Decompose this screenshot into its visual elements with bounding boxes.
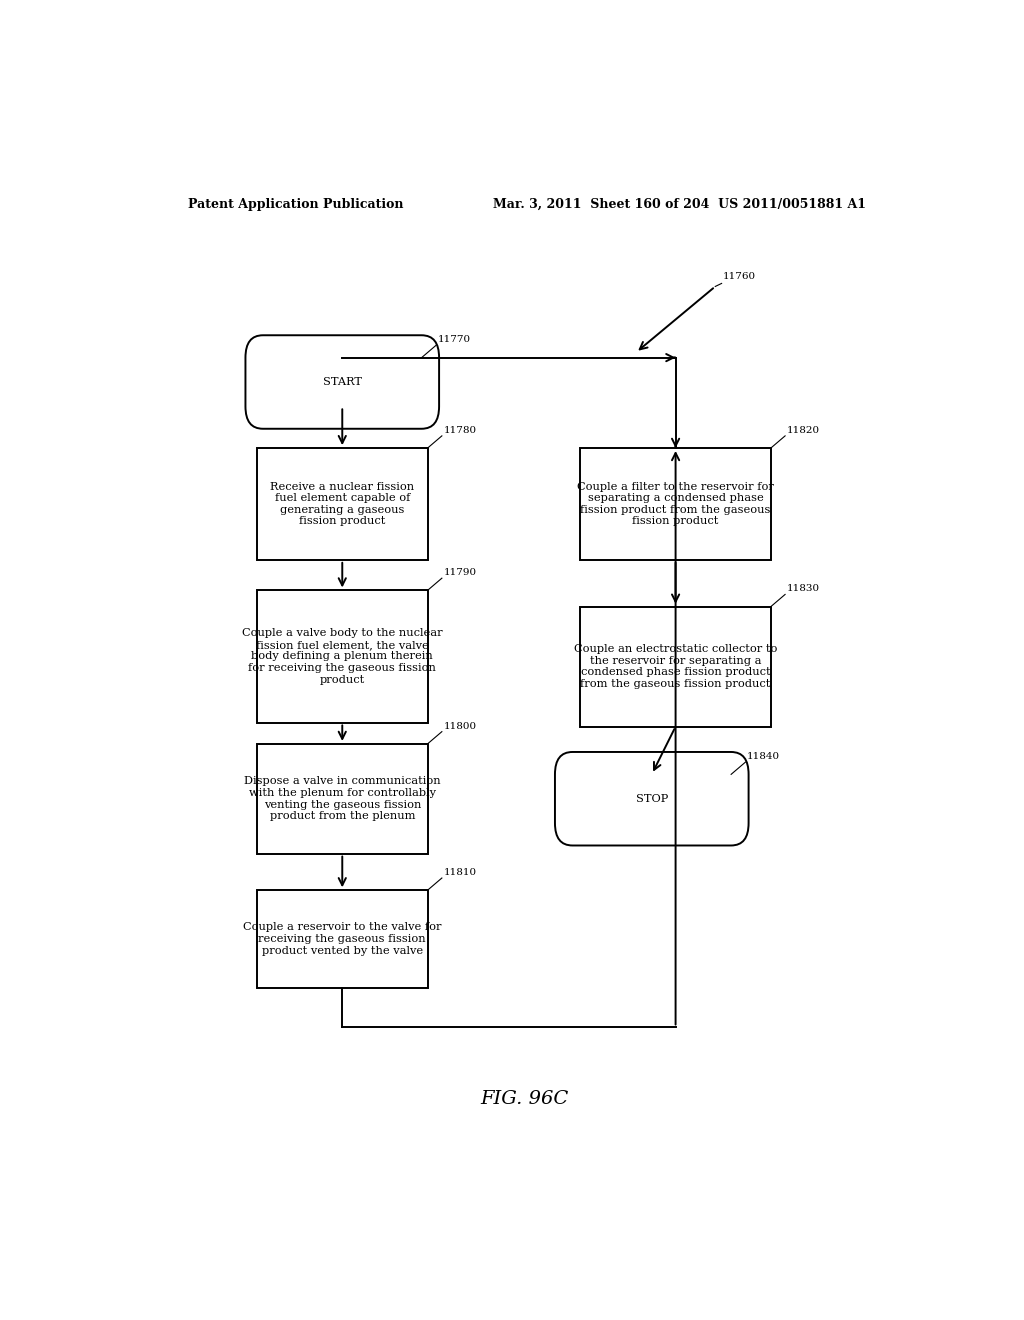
Text: Couple a filter to the reservoir for
separating a condensed phase
fission produc: Couple a filter to the reservoir for sep… bbox=[578, 482, 774, 527]
Bar bbox=[581, 607, 771, 726]
Bar bbox=[581, 447, 771, 560]
Bar bbox=[257, 590, 428, 722]
FancyBboxPatch shape bbox=[555, 752, 749, 846]
Text: Patent Application Publication: Patent Application Publication bbox=[187, 198, 403, 211]
Text: Mar. 3, 2011  Sheet 160 of 204  US 2011/0051881 A1: Mar. 3, 2011 Sheet 160 of 204 US 2011/00… bbox=[493, 198, 866, 211]
Text: 11820: 11820 bbox=[786, 426, 820, 434]
FancyBboxPatch shape bbox=[246, 335, 439, 429]
Text: 11770: 11770 bbox=[437, 335, 471, 345]
Text: 11790: 11790 bbox=[443, 568, 476, 577]
Text: Couple a valve body to the nuclear
fission fuel element, the valve
body defining: Couple a valve body to the nuclear fissi… bbox=[242, 628, 442, 685]
Text: Dispose a valve in communication
with the plenum for controllably
venting the ga: Dispose a valve in communication with th… bbox=[244, 776, 440, 821]
Text: 11810: 11810 bbox=[443, 869, 476, 876]
Text: 11840: 11840 bbox=[748, 752, 780, 762]
Text: 11830: 11830 bbox=[786, 585, 820, 594]
Text: Receive a nuclear fission
fuel element capable of
generating a gaseous
fission p: Receive a nuclear fission fuel element c… bbox=[270, 482, 415, 527]
Bar bbox=[257, 447, 428, 560]
Bar bbox=[257, 744, 428, 854]
Bar bbox=[257, 890, 428, 987]
Text: 11780: 11780 bbox=[443, 426, 476, 434]
Text: START: START bbox=[323, 378, 361, 387]
Text: Couple a reservoir to the valve for
receiving the gaseous fission
product vented: Couple a reservoir to the valve for rece… bbox=[243, 923, 441, 956]
Text: FIG. 96C: FIG. 96C bbox=[480, 1089, 569, 1107]
Text: 11760: 11760 bbox=[723, 272, 757, 281]
Text: STOP: STOP bbox=[636, 793, 668, 804]
Text: 11800: 11800 bbox=[443, 722, 476, 731]
Text: Couple an electrostatic collector to
the reservoir for separating a
condensed ph: Couple an electrostatic collector to the… bbox=[573, 644, 777, 689]
